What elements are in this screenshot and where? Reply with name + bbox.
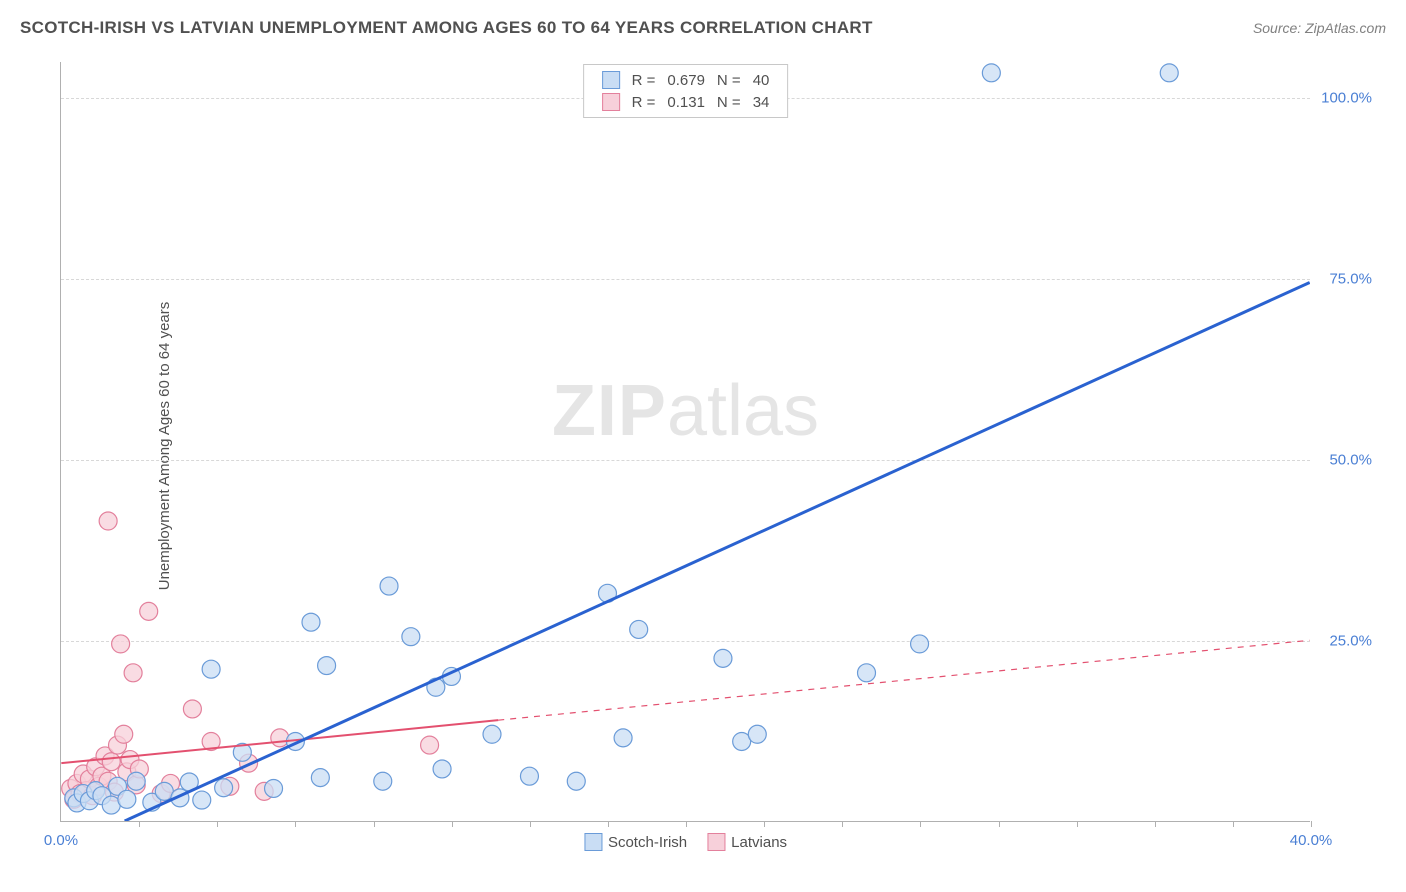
legend-label: Scotch-Irish bbox=[608, 834, 687, 851]
x-tick bbox=[139, 821, 140, 827]
point-latvian bbox=[99, 512, 117, 530]
point-scotch-irish bbox=[402, 628, 420, 646]
swatch-scotch-irish bbox=[602, 71, 620, 89]
point-scotch-irish bbox=[215, 779, 233, 797]
chart-svg bbox=[61, 62, 1310, 821]
x-tick bbox=[764, 821, 765, 827]
point-latvian bbox=[140, 602, 158, 620]
x-tick bbox=[1311, 821, 1312, 827]
legend-row-latvians: R =0.131 N =34 bbox=[596, 91, 776, 113]
legend-label: Latvians bbox=[731, 834, 787, 851]
point-scotch-irish bbox=[302, 613, 320, 631]
y-tick-label: 75.0% bbox=[1329, 271, 1372, 288]
point-scotch-irish bbox=[567, 772, 585, 790]
point-scotch-irish bbox=[318, 657, 336, 675]
point-scotch-irish bbox=[982, 64, 1000, 82]
point-scotch-irish bbox=[1160, 64, 1178, 82]
point-scotch-irish bbox=[483, 725, 501, 743]
swatch-latvians bbox=[602, 93, 620, 111]
legend-row-scotch-irish: R =0.679 N =40 bbox=[596, 69, 776, 91]
x-tick bbox=[999, 821, 1000, 827]
point-scotch-irish bbox=[630, 620, 648, 638]
point-scotch-irish bbox=[311, 769, 329, 787]
x-tick bbox=[842, 821, 843, 827]
x-tick-label: 0.0% bbox=[44, 832, 78, 849]
point-scotch-irish bbox=[118, 790, 136, 808]
x-tick bbox=[1233, 821, 1234, 827]
correlation-legend: R =0.679 N =40 R =0.131 N =34 bbox=[583, 64, 789, 118]
x-tick bbox=[217, 821, 218, 827]
y-tick-label: 50.0% bbox=[1329, 452, 1372, 469]
point-scotch-irish bbox=[520, 767, 538, 785]
point-scotch-irish bbox=[202, 660, 220, 678]
y-tick-label: 100.0% bbox=[1321, 90, 1372, 107]
point-latvian bbox=[102, 753, 120, 771]
point-scotch-irish bbox=[127, 772, 145, 790]
point-latvian bbox=[183, 700, 201, 718]
point-scotch-irish bbox=[858, 664, 876, 682]
point-scotch-irish bbox=[748, 725, 766, 743]
x-tick bbox=[686, 821, 687, 827]
series-legend: Scotch-Irish Latvians bbox=[584, 833, 787, 851]
point-latvian bbox=[124, 664, 142, 682]
chart-title: SCOTCH-IRISH VS LATVIAN UNEMPLOYMENT AMO… bbox=[20, 18, 873, 38]
point-scotch-irish bbox=[265, 779, 283, 797]
legend-item-latvians: Latvians bbox=[707, 833, 787, 851]
trendline-latvians-extrapolated bbox=[498, 640, 1309, 720]
plot-area: ZIPatlas R =0.679 N =40 R =0.131 N =34 S… bbox=[60, 62, 1310, 822]
x-tick-label: 40.0% bbox=[1290, 832, 1333, 849]
x-tick bbox=[608, 821, 609, 827]
x-tick bbox=[920, 821, 921, 827]
x-tick bbox=[530, 821, 531, 827]
y-tick-label: 25.0% bbox=[1329, 633, 1372, 650]
point-scotch-irish bbox=[433, 760, 451, 778]
source-attribution: Source: ZipAtlas.com bbox=[1253, 20, 1386, 36]
legend-item-scotch-irish: Scotch-Irish bbox=[584, 833, 687, 851]
x-tick bbox=[295, 821, 296, 827]
trendline-scotch-irish bbox=[125, 282, 1310, 821]
x-tick bbox=[374, 821, 375, 827]
point-latvian bbox=[115, 725, 133, 743]
point-scotch-irish bbox=[193, 791, 211, 809]
point-latvian bbox=[112, 635, 130, 653]
point-latvian bbox=[421, 736, 439, 754]
x-tick bbox=[1077, 821, 1078, 827]
point-scotch-irish bbox=[714, 649, 732, 667]
point-latvian bbox=[271, 729, 289, 747]
x-tick bbox=[1155, 821, 1156, 827]
swatch-latvians-icon bbox=[707, 833, 725, 851]
swatch-scotch-irish-icon bbox=[584, 833, 602, 851]
x-tick bbox=[452, 821, 453, 827]
point-scotch-irish bbox=[380, 577, 398, 595]
point-scotch-irish bbox=[911, 635, 929, 653]
point-scotch-irish bbox=[614, 729, 632, 747]
point-scotch-irish bbox=[374, 772, 392, 790]
